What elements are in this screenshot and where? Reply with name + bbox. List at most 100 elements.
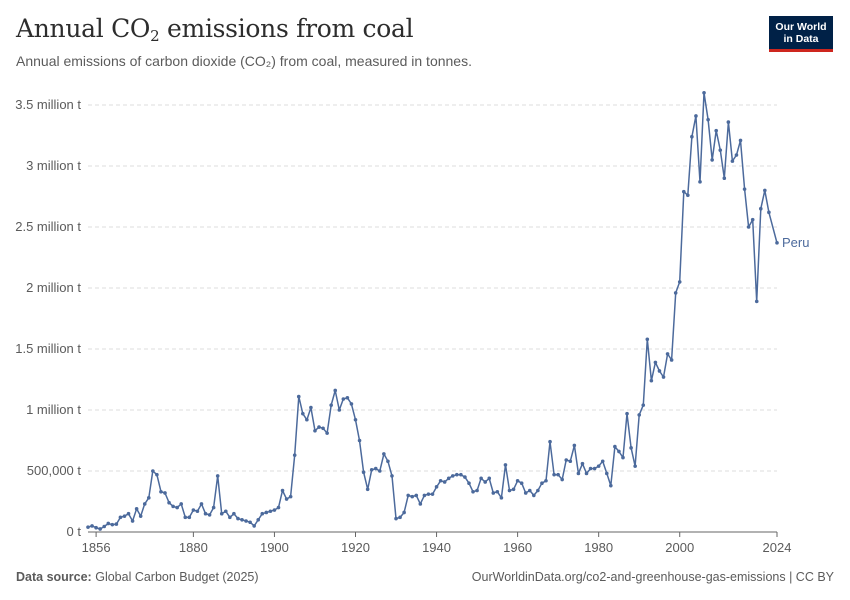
data-point[interactable]	[479, 476, 483, 481]
data-point[interactable]	[487, 476, 492, 481]
data-point[interactable]	[171, 504, 175, 509]
data-point[interactable]	[625, 411, 629, 416]
data-point[interactable]	[503, 463, 508, 467]
data-point[interactable]	[754, 299, 759, 304]
data-point[interactable]	[532, 493, 536, 498]
data-point[interactable]	[329, 403, 333, 407]
data-point[interactable]	[106, 521, 111, 526]
data-point[interactable]	[491, 491, 496, 495]
data-point[interactable]	[523, 491, 528, 495]
data-point[interactable]	[515, 478, 520, 483]
data-point[interactable]	[726, 120, 731, 124]
data-point[interactable]	[576, 471, 581, 476]
data-point[interactable]	[134, 507, 139, 511]
data-point[interactable]	[463, 475, 467, 479]
data-point[interactable]	[633, 464, 637, 468]
data-point[interactable]	[580, 461, 585, 466]
data-point[interactable]	[240, 518, 244, 522]
data-point[interactable]	[175, 505, 179, 510]
data-point[interactable]	[191, 508, 196, 512]
data-point[interactable]	[394, 516, 398, 521]
data-point[interactable]	[151, 469, 155, 473]
data-point[interactable]	[495, 489, 500, 494]
data-point[interactable]	[321, 426, 325, 431]
data-point[interactable]	[183, 515, 188, 520]
data-point[interactable]	[325, 431, 329, 435]
data-point[interactable]	[588, 466, 593, 471]
data-point[interactable]	[690, 134, 694, 139]
data-point[interactable]	[228, 515, 232, 520]
data-point[interactable]	[390, 474, 394, 478]
data-point[interactable]	[714, 128, 719, 133]
data-point[interactable]	[775, 241, 779, 245]
data-point[interactable]	[665, 352, 670, 356]
data-point[interactable]	[673, 291, 678, 295]
data-point[interactable]	[584, 471, 589, 476]
data-point[interactable]	[426, 492, 431, 496]
data-point[interactable]	[459, 472, 463, 477]
data-point[interactable]	[560, 477, 564, 482]
data-point[interactable]	[365, 487, 370, 492]
data-point[interactable]	[758, 206, 763, 211]
data-point[interactable]	[600, 459, 605, 464]
data-point[interactable]	[252, 524, 256, 528]
data-point[interactable]	[256, 518, 261, 522]
data-point[interactable]	[373, 466, 378, 471]
data-point[interactable]	[734, 153, 739, 157]
data-point[interactable]	[629, 446, 633, 450]
data-point[interactable]	[681, 189, 686, 194]
data-point[interactable]	[378, 469, 382, 473]
series-label-peru[interactable]: Peru	[782, 235, 809, 250]
data-point[interactable]	[369, 467, 374, 472]
source-url-license[interactable]: OurWorldinData.org/co2-and-greenhouse-ga…	[471, 570, 834, 584]
data-point[interactable]	[207, 513, 212, 517]
data-point[interactable]	[519, 481, 524, 486]
data-point[interactable]	[499, 496, 504, 500]
data-point[interactable]	[195, 509, 200, 514]
data-point[interactable]	[596, 464, 601, 468]
data-point[interactable]	[142, 502, 147, 506]
data-point[interactable]	[637, 413, 641, 417]
data-point[interactable]	[661, 375, 666, 379]
data-point[interactable]	[86, 525, 90, 529]
data-point[interactable]	[645, 337, 650, 342]
data-point[interactable]	[398, 515, 402, 520]
data-point[interactable]	[694, 114, 698, 118]
data-point[interactable]	[313, 428, 317, 433]
data-point[interactable]	[742, 187, 747, 191]
data-point[interactable]	[236, 516, 240, 521]
data-point[interactable]	[386, 459, 390, 464]
data-point[interactable]	[203, 511, 208, 516]
data-point[interactable]	[564, 458, 569, 462]
data-point[interactable]	[653, 360, 658, 365]
data-point[interactable]	[280, 488, 285, 493]
data-point[interactable]	[738, 138, 743, 143]
data-point[interactable]	[438, 478, 443, 483]
data-point[interactable]	[288, 494, 293, 499]
data-point[interactable]	[301, 411, 305, 416]
data-point[interactable]	[483, 480, 487, 484]
data-point[interactable]	[122, 514, 127, 518]
data-point[interactable]	[763, 188, 767, 193]
data-point[interactable]	[219, 511, 224, 516]
data-point[interactable]	[767, 210, 771, 215]
data-point[interactable]	[698, 180, 702, 184]
data-point[interactable]	[446, 476, 451, 481]
data-point[interactable]	[434, 485, 439, 489]
data-point[interactable]	[305, 417, 309, 422]
data-point[interactable]	[410, 494, 415, 499]
data-point[interactable]	[686, 193, 690, 198]
data-point[interactable]	[296, 394, 301, 399]
data-point[interactable]	[609, 483, 613, 488]
data-point[interactable]	[406, 493, 410, 498]
data-point[interactable]	[572, 443, 577, 448]
data-point[interactable]	[382, 452, 386, 456]
data-point[interactable]	[163, 491, 167, 495]
data-point[interactable]	[471, 489, 475, 494]
data-point[interactable]	[138, 514, 143, 518]
data-point[interactable]	[110, 522, 115, 527]
data-point[interactable]	[232, 511, 236, 516]
data-point[interactable]	[211, 505, 216, 510]
data-point[interactable]	[98, 527, 102, 531]
data-point[interactable]	[649, 378, 654, 383]
